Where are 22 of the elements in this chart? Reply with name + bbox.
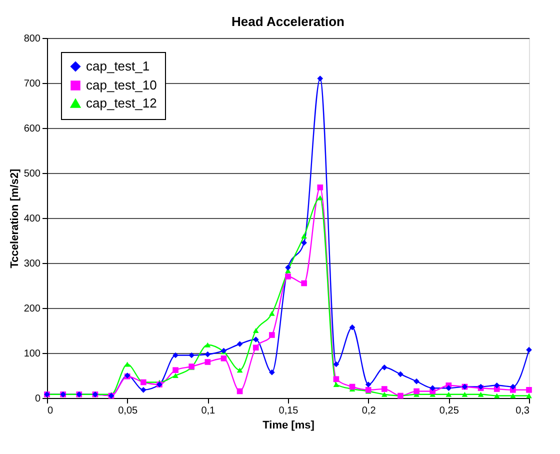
y-tick-label: 800 bbox=[24, 34, 41, 44]
y-tick-label: 200 bbox=[24, 304, 41, 314]
x-tick-label: 0,05 bbox=[118, 406, 138, 416]
y-tick-label: 700 bbox=[24, 78, 41, 90]
y-tick-label: 100 bbox=[24, 348, 41, 360]
y-tick-label: 0 bbox=[34, 394, 41, 404]
y-tick-label: 500 bbox=[24, 168, 41, 180]
chart-title: Head Acceleration bbox=[232, 14, 345, 29]
y-axis-title: Tcceleration [m/s2] bbox=[8, 168, 21, 268]
x-tick-label: 0,2 bbox=[362, 406, 376, 416]
x-tick-label: 0,15 bbox=[278, 406, 299, 416]
legend-label: cap_test_10 bbox=[86, 78, 157, 92]
y-tick-label: 400 bbox=[24, 214, 41, 224]
x-tick-label: 0 bbox=[48, 406, 54, 416]
y-tick-label: 300 bbox=[24, 258, 41, 270]
legend-label: cap_test_1 bbox=[86, 58, 150, 74]
x-axis-title: Time [ms] bbox=[262, 420, 315, 432]
legend-label: cap_test_12 bbox=[86, 96, 157, 110]
x-tick-label: 0,1 bbox=[201, 406, 216, 416]
x-tick-label: 0,3 bbox=[516, 406, 530, 416]
y-tick-label: 600 bbox=[24, 124, 41, 134]
x-tick-label: 0,25 bbox=[439, 406, 460, 416]
